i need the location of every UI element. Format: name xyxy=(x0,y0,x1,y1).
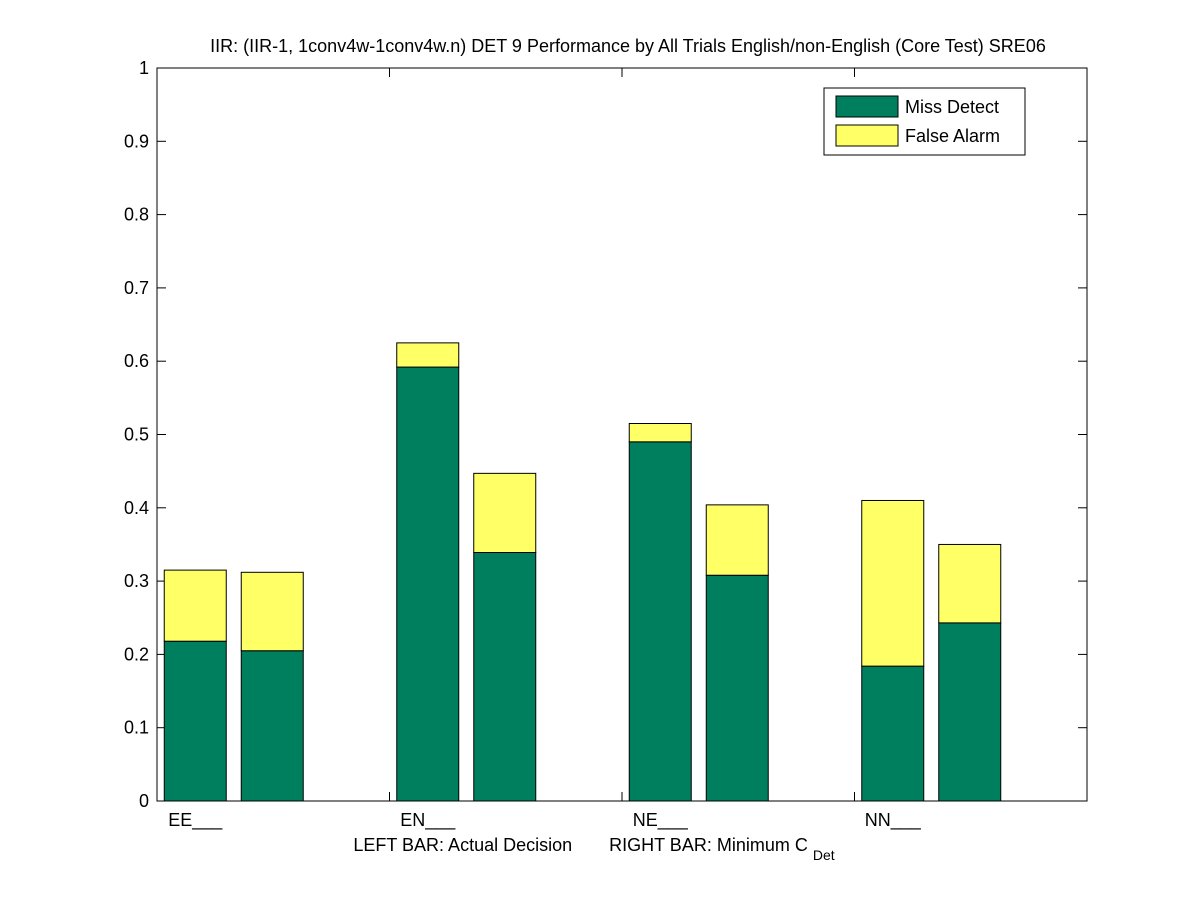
x-axis-label: LEFT BAR: Actual Decision RIGHT BAR: Min… xyxy=(353,835,834,863)
y-tick-label: 0.1 xyxy=(124,718,149,738)
bar-ne-minimum-miss-detect xyxy=(705,574,769,802)
bar-en-actual-false-alarm xyxy=(396,342,460,368)
x-tick-label: EN___ xyxy=(400,810,456,831)
bar-ee-minimum-miss-detect xyxy=(240,650,304,802)
bar-ee-actual-false-alarm xyxy=(163,569,227,642)
x-axis-label-right: RIGHT BAR: Minimum C xyxy=(609,835,808,855)
x-axis-label-left: LEFT BAR: Actual Decision xyxy=(353,835,572,855)
plot-area: 0 0.1 0.2 0.3 0.4 0.5 0.6 0.7 0.8 0.9 1 EE___ EN___ N… xyxy=(124,58,1088,831)
legend-label-miss-detect: Miss Detect xyxy=(905,97,999,117)
y-tick-label: 0.3 xyxy=(124,571,149,591)
bar-ne-actual-false-alarm xyxy=(628,423,692,443)
bar-ee-minimum-false-alarm xyxy=(240,571,304,652)
bar-nn-minimum-miss-detect xyxy=(938,622,1002,802)
bar-en-minimum-false-alarm xyxy=(473,472,537,554)
legend-swatch-false-alarm xyxy=(835,124,899,147)
bar-nn-actual-false-alarm xyxy=(861,499,925,667)
y-tick-label: 0.4 xyxy=(124,498,149,518)
y-tick-label: 0.8 xyxy=(124,205,149,225)
legend-swatch-miss-detect xyxy=(835,95,899,118)
bar-nn-minimum-false-alarm xyxy=(938,543,1002,624)
y-tick-label: 0 xyxy=(139,791,149,811)
bar-ee-actual-miss-detect xyxy=(163,640,227,802)
x-tick-label: NN___ xyxy=(865,810,922,831)
chart-title: IIR: (IIR-1, 1conv4w-1conv4w.n) DET 9 Pe… xyxy=(210,36,1046,56)
y-tick-label: 0.7 xyxy=(124,278,149,298)
legend-label-false-alarm: False Alarm xyxy=(905,126,1000,146)
x-tick-label: EE___ xyxy=(168,810,223,831)
y-tick-label: 0.2 xyxy=(124,644,149,664)
plot-background xyxy=(157,68,1087,801)
bar-nn-actual-miss-detect xyxy=(861,665,925,802)
x-axis-label-subscript: Det xyxy=(813,847,835,863)
bar-en-minimum-miss-detect xyxy=(473,552,537,802)
x-tick-label: NE___ xyxy=(633,810,689,831)
y-tick-label: 0.6 xyxy=(124,351,149,371)
bar-ne-minimum-false-alarm xyxy=(705,504,769,576)
y-tick-label: 0.5 xyxy=(124,425,149,445)
y-tick-label: 0.9 xyxy=(124,131,149,151)
axes-frame xyxy=(156,67,1088,802)
y-tick-label: 1 xyxy=(139,58,149,78)
bar-ne-actual-miss-detect xyxy=(628,441,692,802)
bar-en-actual-miss-detect xyxy=(396,366,460,802)
